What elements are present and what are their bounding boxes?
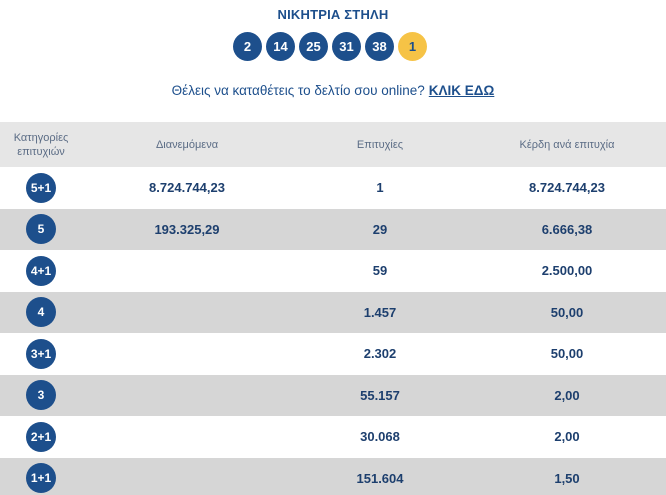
table-header: Κατηγορίες επιτυχιών Διανεμόμενα Επιτυχί… bbox=[0, 122, 666, 167]
category-badge: 3 bbox=[26, 380, 56, 411]
table-row: 1+1 151.604 1,50 bbox=[0, 457, 666, 495]
table-row: 4+1 59 2.500,00 bbox=[0, 250, 666, 292]
number-ball-3: 25 bbox=[299, 32, 328, 61]
distributed-amount bbox=[82, 292, 292, 334]
distributed-amount bbox=[82, 250, 292, 292]
header-winners: Επιτυχίες bbox=[356, 138, 404, 151]
header-category: Κατηγορίες επιτυχιών bbox=[13, 131, 69, 158]
category-badge: 3+1 bbox=[26, 338, 56, 369]
number-ball-5: 38 bbox=[365, 32, 394, 61]
category-badge: 5 bbox=[26, 214, 56, 245]
number-ball-2: 14 bbox=[266, 32, 295, 61]
winning-numbers: 2 14 25 31 38 1 bbox=[233, 32, 427, 62]
winners-count: 55.157 bbox=[360, 387, 400, 403]
category-badge: 4 bbox=[26, 297, 56, 328]
header-prize: Κέρδη ανά επιτυχία bbox=[519, 138, 615, 151]
table-row: 3+1 2.302 50,00 bbox=[0, 333, 666, 375]
table-row: 4 1.457 50,00 bbox=[0, 291, 666, 334]
distributed-amount bbox=[82, 458, 292, 495]
distributed-amount: 8.724.744,23 bbox=[149, 180, 225, 196]
category-badge: 2+1 bbox=[26, 421, 56, 452]
prize-per-winner: 2,00 bbox=[554, 387, 580, 403]
prize-per-winner: 2.500,00 bbox=[541, 263, 593, 279]
click-here-link[interactable]: ΚΛΙΚ ΕΔΩ bbox=[428, 83, 495, 98]
winners-count: 29 bbox=[372, 221, 388, 237]
prize-per-winner: 50,00 bbox=[550, 346, 584, 362]
distributed-amount bbox=[82, 375, 292, 417]
prize-per-winner: 2,00 bbox=[554, 429, 580, 445]
number-ball-4: 31 bbox=[332, 32, 361, 61]
winners-count: 2.302 bbox=[363, 346, 397, 362]
prize-per-winner: 50,00 bbox=[550, 304, 584, 320]
distributed-amount bbox=[82, 333, 292, 375]
prize-per-winner: 8.724.744,23 bbox=[529, 180, 605, 196]
promo-text: Θέλεις να καταθέτεις το δελτίο σου onlin… bbox=[171, 83, 425, 98]
winning-column-title: ΝΙΚΗΤΡΙΑ ΣΤΗΛΗ bbox=[277, 7, 389, 22]
winners-count: 59 bbox=[372, 263, 388, 279]
table-row: 5 193.325,29 29 6.666,38 bbox=[0, 208, 666, 250]
prize-per-winner: 6.666,38 bbox=[541, 221, 593, 237]
prize-table: Κατηγορίες επιτυχιών Διανεμόμενα Επιτυχί… bbox=[0, 122, 666, 495]
category-badge: 5+1 bbox=[26, 172, 56, 203]
number-ball-1: 2 bbox=[233, 32, 262, 61]
online-promo: Θέλεις να καταθέτεις το δελτίο σου onlin… bbox=[0, 83, 666, 98]
category-badge: 4+1 bbox=[26, 255, 56, 286]
table-row: 3 55.157 2,00 bbox=[0, 374, 666, 417]
prize-per-winner: 1,50 bbox=[554, 470, 580, 486]
winners-count: 30.068 bbox=[360, 429, 400, 445]
winners-count: 151.604 bbox=[356, 470, 404, 486]
header-distributed: Διανεμόμενα bbox=[155, 138, 219, 151]
distributed-amount: 193.325,29 bbox=[154, 221, 220, 237]
joker-ball: 1 bbox=[398, 32, 427, 61]
table-row: 2+1 30.068 2,00 bbox=[0, 416, 666, 458]
distributed-amount bbox=[82, 416, 292, 458]
winners-count: 1.457 bbox=[363, 304, 397, 320]
winners-count: 1 bbox=[376, 180, 384, 196]
category-badge: 1+1 bbox=[26, 463, 56, 494]
table-row: 5+1 8.724.744,23 1 8.724.744,23 bbox=[0, 167, 666, 209]
